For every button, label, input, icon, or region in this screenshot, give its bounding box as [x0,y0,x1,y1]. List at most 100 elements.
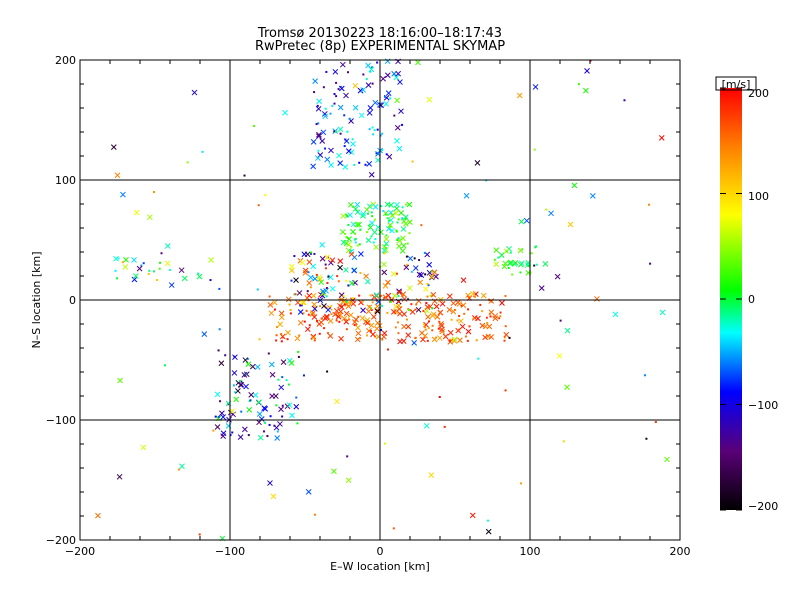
data-point [505,250,508,253]
data-point [201,150,204,153]
data-point [359,337,362,340]
data-point [460,277,467,283]
data-point [404,217,407,220]
data-point [427,320,430,323]
data-point [324,147,327,150]
data-point [110,144,117,150]
data-point [503,339,506,342]
data-point [276,430,279,433]
data-point [131,257,137,263]
data-point [198,533,201,536]
data-point [269,415,272,418]
data-point [364,278,371,285]
data-point [267,302,274,308]
data-point [355,330,362,337]
data-point [415,303,418,306]
data-point [358,294,361,297]
data-point [209,279,212,282]
data-point [397,218,400,221]
data-point [178,267,185,274]
data-point [489,315,492,318]
data-point [168,268,171,271]
data-point [297,309,304,315]
data-point [424,326,427,329]
colorbar-label-box [715,76,757,91]
data-point [430,291,437,298]
data-point [95,512,101,519]
colorbar-tick-label: −100 [748,399,778,412]
data-point [429,294,432,297]
data-point [241,372,248,378]
data-point [529,271,532,274]
data-point [117,257,120,260]
data-point [366,110,373,116]
data-point [159,261,162,264]
data-point [664,456,670,463]
data-point [423,251,426,254]
data-point [319,242,326,248]
data-point [317,122,320,125]
data-point [365,82,372,88]
data-point [369,329,372,332]
data-point [394,97,400,104]
data-point [518,260,525,267]
data-point [246,357,249,360]
data-point [301,251,308,258]
data-point [214,391,221,398]
data-point [416,271,423,278]
data-point [142,262,145,265]
data-point [267,480,273,486]
data-point [415,298,422,304]
data-point [310,309,316,316]
data-point [431,307,434,310]
data-point [370,66,373,69]
chart-subtitle: RwPretec (8p) EXPERIMENTAL SKYMAP [254,39,506,54]
data-point [243,174,246,177]
data-point [349,280,355,287]
data-point [257,434,264,441]
data-point [266,435,269,438]
data-point [381,304,384,307]
data-point [224,354,227,357]
data-point [384,95,387,98]
data-point [376,61,379,64]
data-point [345,148,352,154]
data-point [336,275,339,278]
data-point [389,97,392,100]
data-point [352,206,359,212]
data-point [275,334,278,337]
data-point [472,317,475,320]
data-point [380,75,386,82]
data-point [273,308,276,311]
data-point [388,202,394,208]
data-point [393,74,400,81]
data-point [394,326,397,329]
data-point [647,203,650,206]
colorbar-tick-label: 200 [748,87,769,100]
data-point [509,251,512,254]
data-point [261,405,268,411]
data-point [438,321,444,327]
data-point [333,93,336,96]
data-point [428,472,435,478]
data-point [401,294,404,297]
data-point [348,318,351,321]
data-point [286,402,293,408]
data-point [220,433,226,440]
data-point [407,298,410,301]
data-point [147,273,150,276]
data-point [296,422,299,425]
data-point [433,303,440,310]
data-point [406,285,413,291]
data-point [457,337,463,344]
data-point [329,112,332,115]
data-point [332,311,338,318]
data-point [426,261,433,268]
data-point [381,330,388,337]
data-point [277,321,284,328]
data-point [289,412,295,419]
data-point [383,101,389,107]
data-point [313,252,316,255]
data-point [191,89,198,96]
data-point [308,324,311,327]
